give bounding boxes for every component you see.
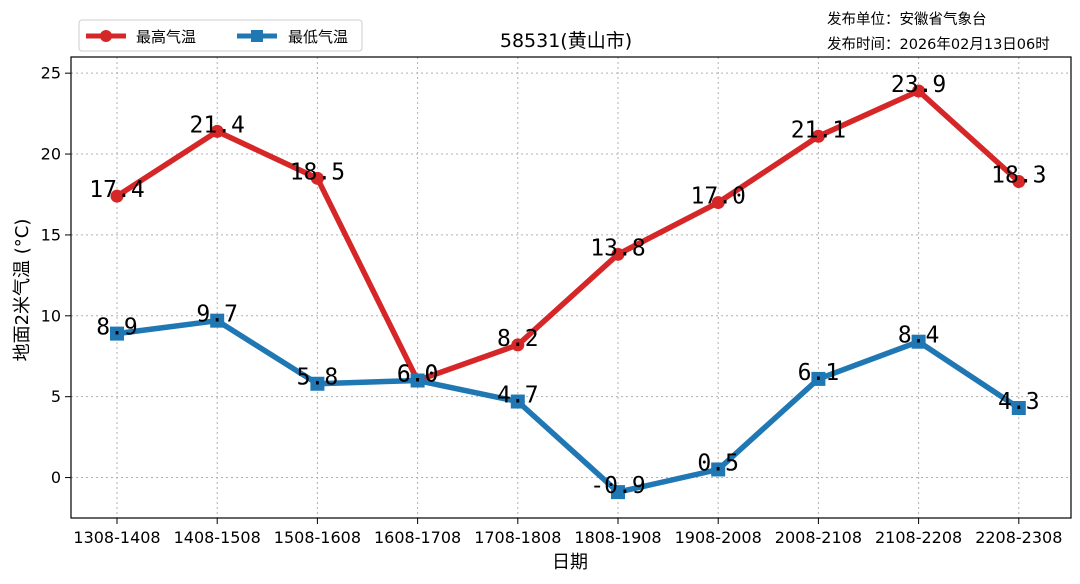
data-point-min xyxy=(210,313,225,328)
data-label-min: 4.7 xyxy=(497,383,539,409)
x-axis: 1308-1408 1408-1508 1508-1608 1608-1708 1708… xyxy=(73,518,1062,547)
data-point-max xyxy=(110,189,124,203)
series-line-min xyxy=(114,317,1022,495)
data-labels: 17.4 21.4 18.5 6.0 8.2 13.8 17.0 21.1 23.9 18.3 8.… xyxy=(89,72,1046,499)
y-tick-label: 20 xyxy=(41,145,61,164)
legend-max-label: 最高气温 xyxy=(136,28,196,46)
publisher-text: 发布单位：安徽省气象台 xyxy=(827,11,987,28)
data-point-min xyxy=(410,373,425,388)
data-label-max: 6.0 xyxy=(397,362,439,388)
data-label-min: 4.3 xyxy=(998,389,1040,415)
data-label-max: 23.9 xyxy=(891,72,946,98)
data-point-max xyxy=(912,84,926,98)
data-point-min xyxy=(510,394,525,409)
data-label-min: 0.5 xyxy=(697,450,739,476)
data-point-max xyxy=(210,124,224,138)
data-point-max xyxy=(811,129,825,143)
x-tick-label: 1808-1908 xyxy=(574,528,661,547)
data-label-min: -0.9 xyxy=(590,473,645,499)
data-label-max: 17.4 xyxy=(89,177,144,203)
x-tick-label: 1708-1808 xyxy=(474,528,561,547)
data-point-max xyxy=(310,171,324,185)
series xyxy=(110,84,1026,500)
y-tick-label: 25 xyxy=(41,64,61,83)
x-axis-label: 日期 xyxy=(552,552,588,573)
publish-time-text: 发布时间：2026年02月13日06时 xyxy=(827,36,1050,53)
x-tick-label: 1308-1408 xyxy=(73,528,160,547)
data-point-max xyxy=(511,338,525,352)
legend-min-label: 最低气温 xyxy=(288,28,348,46)
data-point-min xyxy=(110,326,124,341)
data-point-max xyxy=(611,247,625,261)
data-label-min: 8.9 xyxy=(96,315,138,341)
data-point-min xyxy=(1011,401,1026,416)
x-tick-label: 2008-2108 xyxy=(775,528,862,547)
x-tick-label: 2208-2308 xyxy=(975,528,1062,547)
y-axis: 0 5 10 15 20 25 xyxy=(41,64,71,487)
data-label-min: 5.8 xyxy=(297,365,339,391)
legend-max-marker xyxy=(100,30,112,42)
y-tick-label: 5 xyxy=(51,387,61,406)
data-label-min: 8.4 xyxy=(898,323,940,349)
data-point-min xyxy=(911,334,926,349)
data-label-min: 9.7 xyxy=(196,302,238,328)
y-tick-label: 10 xyxy=(41,306,61,325)
chart-title: 58531(黄山市) xyxy=(500,30,632,52)
x-tick-label: 1508-1608 xyxy=(274,528,361,547)
x-tick-label: 2108-2208 xyxy=(875,528,962,547)
data-label-min: 6.0 xyxy=(397,362,439,388)
data-label-min: 6.1 xyxy=(798,360,840,386)
data-point-max xyxy=(1012,175,1026,189)
data-point-min xyxy=(611,485,625,500)
data-label-max: 17.0 xyxy=(691,184,746,210)
x-tick-label: 1908-2008 xyxy=(675,528,762,547)
data-label-max: 18.3 xyxy=(991,163,1046,189)
x-tick-label: 1408-1508 xyxy=(174,528,261,547)
y-axis-label: 地面2米气温 (°C) xyxy=(12,219,33,362)
data-point-max xyxy=(711,196,725,210)
plot-frame xyxy=(70,56,1072,519)
x-tick-label: 1608-1708 xyxy=(374,528,461,547)
data-label-max: 13.8 xyxy=(590,235,645,261)
data-label-max: 8.2 xyxy=(497,326,539,352)
y-tick-label: 15 xyxy=(41,225,61,244)
data-label-max: 21.4 xyxy=(190,112,245,138)
data-point-min xyxy=(811,371,826,386)
legend-box xyxy=(78,19,363,52)
grid xyxy=(71,57,1071,518)
data-label-max: 21.1 xyxy=(791,117,846,143)
data-label-max: 18.5 xyxy=(290,159,345,185)
legend-min-marker xyxy=(251,30,263,42)
y-tick-label: 0 xyxy=(51,468,61,487)
data-point-min xyxy=(310,376,325,391)
data-point-min xyxy=(711,462,726,477)
legend: 最高气温 最低气温 xyxy=(78,19,363,52)
series-line-max xyxy=(114,88,1022,384)
